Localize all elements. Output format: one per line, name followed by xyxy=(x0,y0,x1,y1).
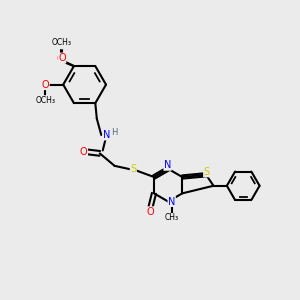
Text: O: O xyxy=(57,39,64,49)
Text: OCH₃: OCH₃ xyxy=(35,96,56,105)
Text: S: S xyxy=(204,167,210,177)
Text: O: O xyxy=(147,207,154,217)
Text: O: O xyxy=(58,53,66,63)
Text: H: H xyxy=(111,128,118,137)
Text: OCH₃: OCH₃ xyxy=(52,38,72,47)
Text: N: N xyxy=(168,196,176,206)
Text: O: O xyxy=(80,147,88,157)
Text: O: O xyxy=(42,80,49,90)
Text: S: S xyxy=(130,164,136,174)
Text: O: O xyxy=(57,54,64,64)
Text: N: N xyxy=(164,160,171,170)
Text: N: N xyxy=(103,130,110,140)
Text: CH₃: CH₃ xyxy=(165,213,179,222)
